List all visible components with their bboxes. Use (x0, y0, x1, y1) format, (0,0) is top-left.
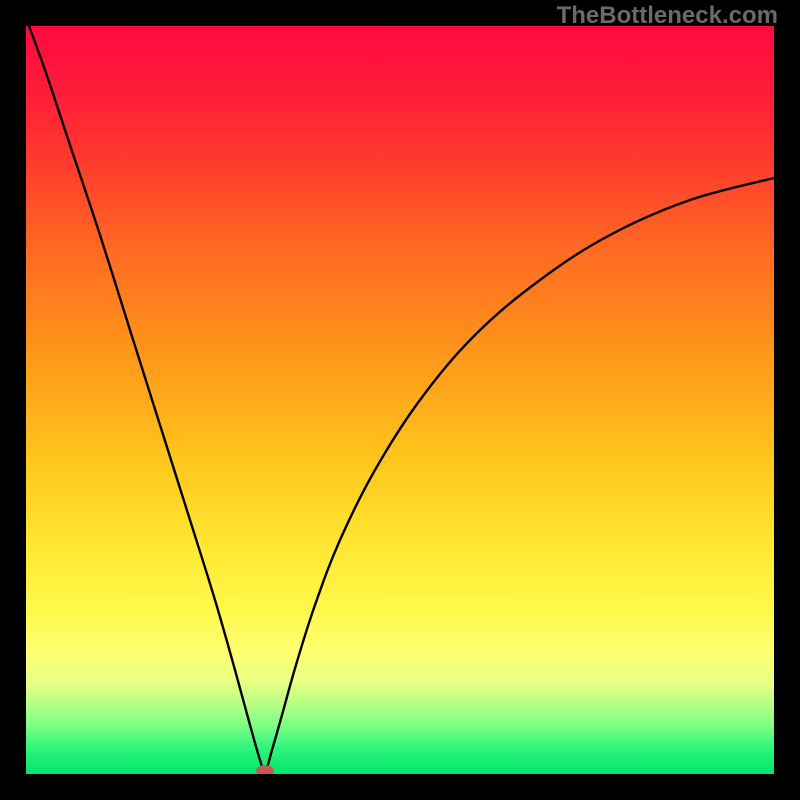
gradient-background (26, 26, 774, 774)
bottleneck-chart (0, 0, 800, 800)
watermark-text: TheBottleneck.com (557, 2, 778, 30)
chart-stage: TheBottleneck.com (0, 0, 800, 800)
